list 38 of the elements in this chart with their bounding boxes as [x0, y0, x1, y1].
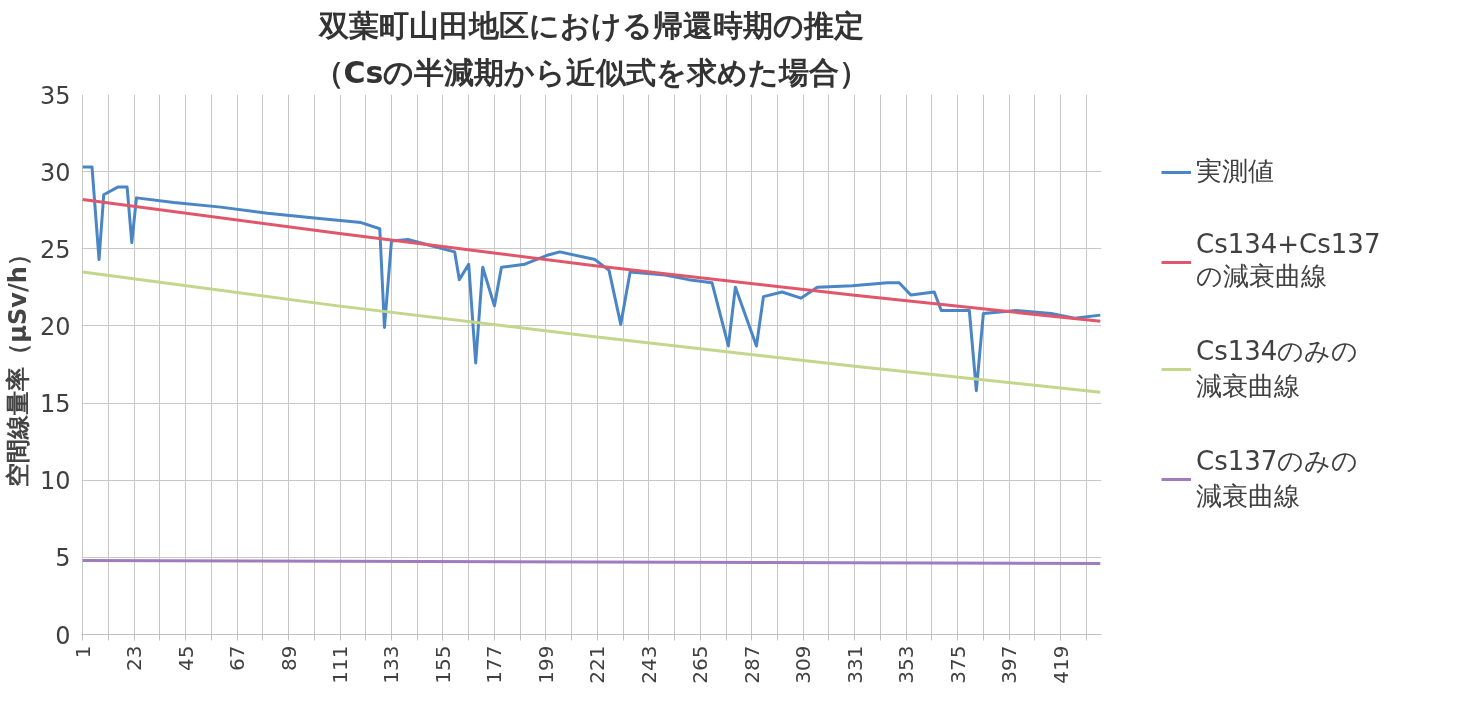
y-axis-title: 空間線量率（μSv/h）	[3, 242, 32, 487]
x-tick-label: 353	[894, 645, 919, 684]
x-tick-label: 89	[276, 645, 301, 671]
y-tick-label: 10	[39, 467, 71, 496]
x-tick-label: 309	[791, 645, 816, 684]
x-tick-label: 23	[122, 645, 147, 671]
line-series	[81, 165, 1102, 393]
x-tick-label: 67	[225, 645, 250, 671]
line-series	[81, 197, 1102, 323]
x-tick-label: 331	[842, 645, 867, 684]
x-tick-label: 419	[1048, 645, 1073, 684]
x-tick-label: 45	[173, 645, 198, 671]
x-tick-label: 155	[430, 645, 455, 684]
x-tick-label: 199	[533, 645, 558, 684]
y-tick-label: 0	[55, 621, 71, 650]
legend-label: Cs137のみの減衰曲線	[1196, 445, 1359, 513]
x-tick-label: 265	[688, 645, 713, 684]
legend-label: Cs134のみの減衰曲線	[1196, 335, 1359, 403]
chart-subtitle: （Csの半減期から近似式を求めた場合）	[313, 54, 870, 90]
x-tick-label: 177	[482, 645, 507, 684]
legend-label: 実測値	[1196, 155, 1274, 188]
x-tick-label: 397	[997, 645, 1022, 684]
y-tick-label: 30	[39, 158, 71, 187]
x-tick-label: 287	[739, 645, 764, 684]
x-tick-label: 1	[70, 645, 95, 659]
y-tick-label: 5	[55, 544, 71, 573]
x-tick-label: 243	[636, 645, 661, 684]
y-tick-label: 25	[39, 235, 71, 264]
x-tick-label: 221	[585, 645, 610, 684]
line-series	[81, 270, 1102, 394]
y-tick-label: 35	[39, 81, 71, 110]
chart-title: 双葉町山田地区における帰還時期の推定	[318, 7, 864, 43]
x-tick-label: 375	[945, 645, 970, 684]
y-tick-label: 15	[39, 390, 71, 419]
x-tick-label: 133	[379, 645, 404, 684]
y-tick-label: 20	[39, 312, 71, 341]
legend-label: Cs134+Cs137の減衰曲線	[1196, 229, 1381, 293]
x-tick-label: 111	[328, 645, 353, 684]
